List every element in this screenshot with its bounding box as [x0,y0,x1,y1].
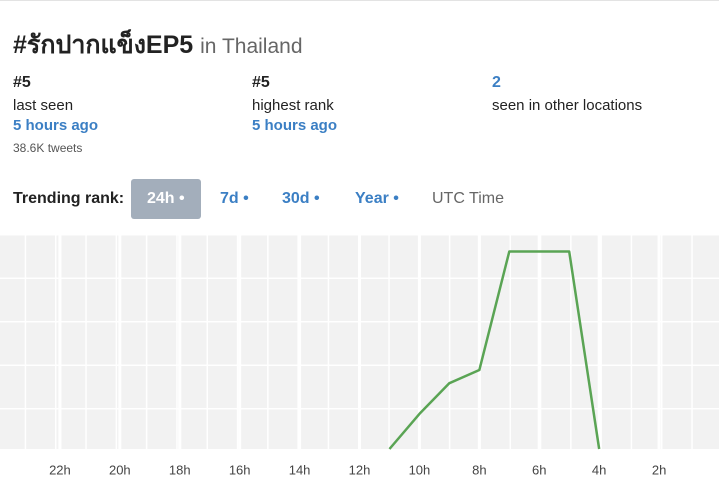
stat-time: 5 hours ago [13,117,99,134]
location: in Thailand [200,35,303,58]
stat-extra: 38.6K tweets [13,141,83,155]
x-tick-label: 18h [169,462,191,477]
stat-label: highest rank [252,97,334,114]
x-tick-label: 8h [472,462,486,477]
tab[interactable]: 24h • [131,179,201,219]
tab[interactable]: 30d • [282,190,320,207]
stat-label: seen in other locations [492,97,643,114]
tabs-label: Trending rank: [13,190,125,207]
stat-value: #5 [252,74,270,91]
tab[interactable]: 7d • [220,190,249,207]
x-tick-label: 20h [109,462,131,477]
stat-label: last seen [13,97,74,114]
stat-time: 5 hours ago [252,117,338,134]
timezone[interactable]: UTC Time [432,190,504,207]
title-row: #รักปากแข็งEP5 in Thailand [13,25,303,65]
x-tick-label: 22h [49,462,71,477]
x-tick-label: 6h [532,462,546,477]
x-tick-label: 10h [409,462,431,477]
x-tick-label: 14h [289,462,311,477]
stat-value[interactable]: 2 [492,74,501,91]
chart: 22h 20h 18h 16h 14h 12h 10h 8h 6h 4h 2h [0,234,719,477]
tab[interactable]: Year • [355,190,399,207]
x-tick-label: 4h [592,462,606,477]
x-tick-label: 12h [349,462,371,477]
title: #รักปากแข็งEP5 [13,31,194,59]
x-tick-label: 2h [652,462,666,477]
x-tick-label: 16h [229,462,251,477]
stat-value: #5 [13,74,31,91]
rank-line [388,250,601,450]
